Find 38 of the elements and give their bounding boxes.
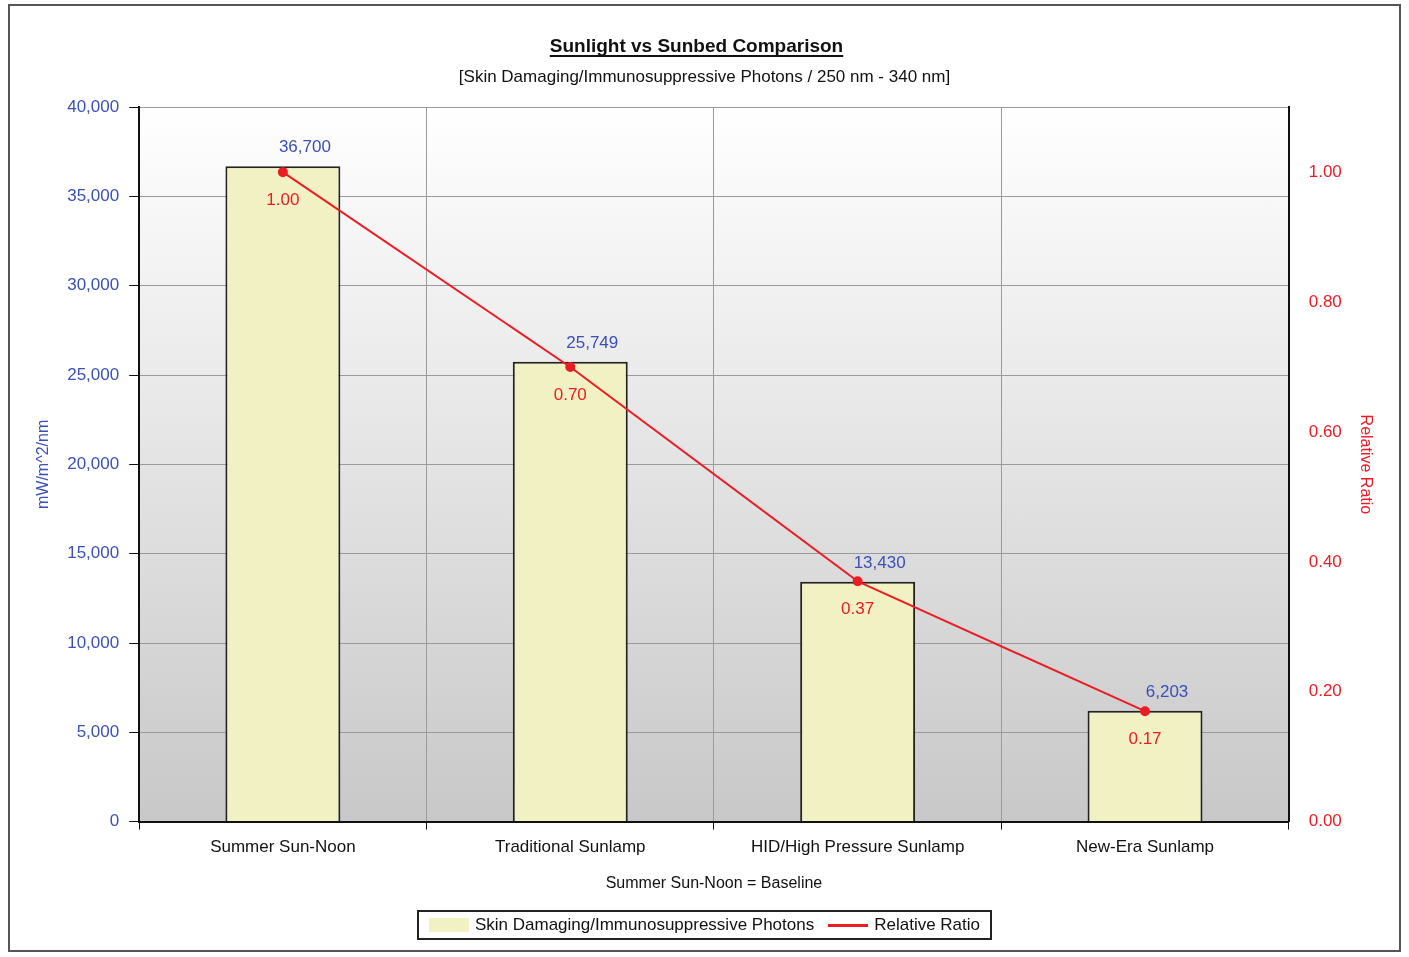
data-label: 1.00 xyxy=(266,190,300,210)
x-tick-label: New-Era Sunlamp xyxy=(1076,837,1214,857)
x-tick-label: Traditional Sunlamp xyxy=(494,837,646,857)
y2-tick-label: 0.40 xyxy=(1308,551,1342,571)
point xyxy=(852,576,863,587)
y-tick-label: 25,000 xyxy=(67,364,120,384)
data-label: 0.70 xyxy=(553,385,587,405)
y2-tick-label: 0.80 xyxy=(1308,291,1342,311)
chart-subtitle: [Skin Damaging/Immunosuppressive Photons / 250 nm - 340 nm] xyxy=(458,66,951,86)
data-label: 25,749 xyxy=(566,332,619,352)
y-tick-label: 20,000 xyxy=(67,454,120,474)
legend-label: Relative Ratio xyxy=(874,915,981,935)
y-tick-label: 15,000 xyxy=(67,543,120,563)
y-tick-label: 0 xyxy=(109,811,120,831)
y-tick-label: 40,000 xyxy=(67,96,120,116)
point xyxy=(277,167,288,178)
y2-axis-title: Relative Ratio xyxy=(1357,414,1375,515)
y-tick-label: 30,000 xyxy=(67,275,120,295)
text: Summer Sun-Noon = Baseline xyxy=(605,874,823,892)
data-label: 0.17 xyxy=(1128,729,1162,749)
y2-tick-label: 0.60 xyxy=(1308,421,1342,441)
x-tick-label: Summer Sun-Noon xyxy=(210,837,356,857)
data-label: 36,700 xyxy=(278,137,331,157)
y2-tick-label: 0.00 xyxy=(1308,811,1342,831)
legend-label: Skin Damaging/Immunosuppressive Photons xyxy=(474,915,815,935)
y2-tick-label: 0.20 xyxy=(1308,681,1342,701)
y-tick-label: 5,000 xyxy=(76,721,120,741)
y2-tick-label: 1.00 xyxy=(1308,161,1342,181)
y-tick-label: 35,000 xyxy=(67,186,120,206)
data-label: 6,203 xyxy=(1145,682,1189,701)
y-axis-title: mW/m^2/nm xyxy=(34,419,52,510)
x-tick-label: HID/High Pressure Sunlamp xyxy=(750,837,965,857)
point xyxy=(1140,706,1151,717)
data-label: 13,430 xyxy=(853,552,906,572)
chart-title: Sunlight vs Sunbed Comparison xyxy=(549,35,844,56)
y-tick-label: 10,000 xyxy=(67,632,120,652)
data-label: 0.37 xyxy=(841,599,875,619)
point xyxy=(565,361,576,372)
